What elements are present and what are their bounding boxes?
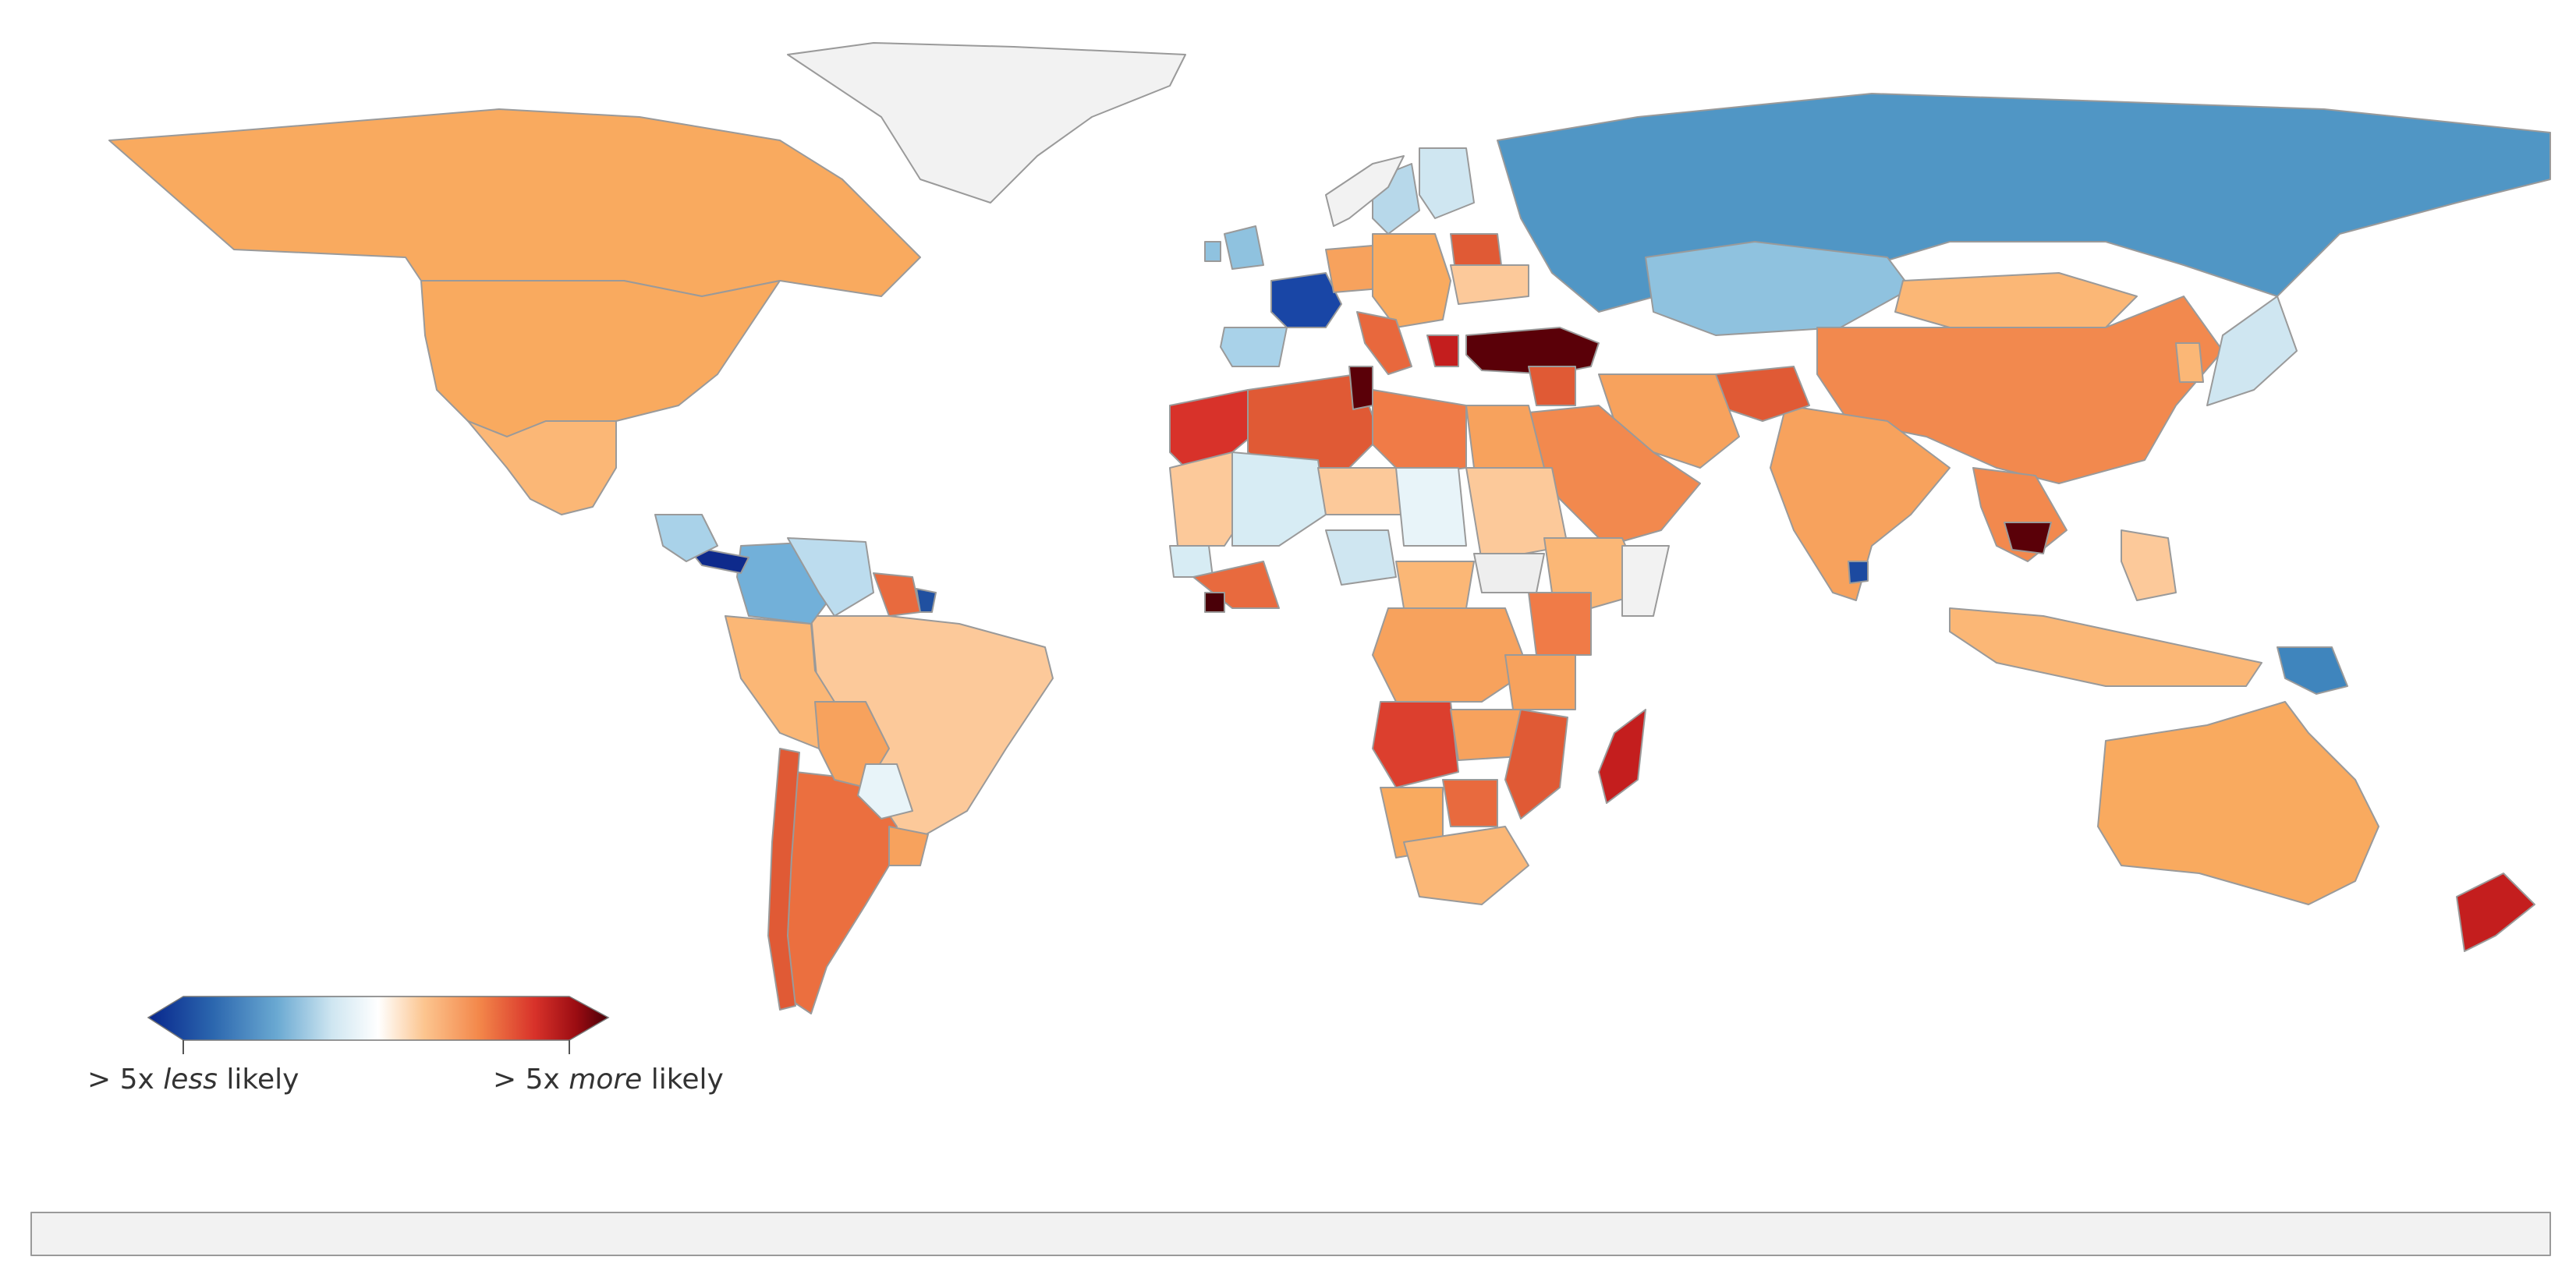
country-syria: Syria bbox=[1528, 366, 1576, 406]
country-france: France bbox=[1270, 272, 1342, 328]
country-italy: Italy bbox=[1356, 311, 1412, 375]
country-korea: Korea bbox=[2175, 342, 2204, 383]
country-canada: Canada bbox=[108, 108, 921, 297]
country-central-europe: Central Europe bbox=[1372, 233, 1451, 328]
country-sri-lanka: Sri Lanka bbox=[1848, 561, 1869, 584]
country-angola: Angola bbox=[1372, 701, 1459, 788]
country-french-guiana: French Guiana bbox=[916, 588, 937, 613]
country-nigeria: Nigeria bbox=[1325, 529, 1397, 586]
country-kenya: Kenya bbox=[1528, 592, 1592, 656]
country-greenland: Greenland bbox=[787, 42, 1186, 204]
country-united-kingdom: United Kingdom bbox=[1224, 225, 1264, 270]
country-kazakhstan: Kazakhstan bbox=[1645, 241, 1912, 336]
country-botswana: Botswana bbox=[1442, 779, 1498, 827]
country-spain: Spain bbox=[1220, 327, 1288, 367]
country-chad: Chad bbox=[1395, 467, 1467, 547]
country-japan: Japan bbox=[2206, 296, 2298, 406]
country-philippines: Philippines bbox=[2121, 529, 2177, 601]
country-zambia: Zambia bbox=[1450, 709, 1522, 761]
country-tunisia: Tunisia bbox=[1348, 366, 1373, 410]
legend-label-less: > 5x less likely bbox=[87, 1064, 299, 1096]
country-chile: Chile bbox=[767, 748, 800, 1011]
country-central-america: Central America bbox=[654, 514, 718, 562]
country-venezuela: Venezuela bbox=[787, 537, 874, 617]
country-antarctica: Antarctica bbox=[30, 1212, 2551, 1256]
country-belarus: Belarus bbox=[1450, 233, 1502, 266]
country-uruguay: Uruguay bbox=[888, 826, 929, 866]
country-sierra-leone: Sierra Leone bbox=[1204, 592, 1225, 613]
country-mozambique: Mozambique bbox=[1504, 709, 1568, 819]
country-russia: Russia bbox=[1497, 93, 2551, 313]
country-ukraine: Ukraine bbox=[1450, 264, 1529, 305]
country-niger: Niger bbox=[1317, 467, 1405, 515]
country-mexico: Mexico bbox=[467, 420, 617, 515]
country-norway: Norway bbox=[1325, 155, 1405, 227]
country-somalia: Somalia bbox=[1621, 545, 1670, 617]
country-greece: Greece bbox=[1426, 335, 1459, 367]
country-united-states: United States bbox=[420, 280, 781, 437]
legend-label-more: > 5x more likely bbox=[493, 1064, 724, 1096]
country-cambodia: Cambodia bbox=[2004, 522, 2052, 554]
country-ethiopia: Ethiopia bbox=[1543, 537, 1646, 609]
country-indonesia: Indonesia bbox=[1949, 607, 2262, 687]
country-mali: Mali bbox=[1231, 451, 1327, 547]
country-new-zealand: New Zealand bbox=[2456, 873, 2535, 952]
country-south-sudan: South Sudan bbox=[1473, 553, 1545, 593]
colorbar bbox=[147, 996, 610, 1054]
country-ireland: Ireland bbox=[1204, 241, 1221, 262]
colorbar-gradient bbox=[147, 996, 610, 1041]
country-papua-new-guinea: Papua New Guinea bbox=[2277, 646, 2348, 695]
country-central-african-republic: Central African Republic bbox=[1395, 561, 1475, 609]
country-australia: Australia bbox=[2097, 701, 2379, 905]
country-finland: Finland bbox=[1419, 147, 1475, 219]
country-south-africa: South Africa bbox=[1403, 826, 1529, 905]
country-paraguay: Paraguay bbox=[857, 763, 913, 819]
country-tanzania: Tanzania bbox=[1504, 654, 1576, 710]
country-dr-congo: DR Congo bbox=[1372, 607, 1529, 703]
country-madagascar: Madagascar bbox=[1598, 709, 1646, 804]
country-senegal: Senegal bbox=[1169, 545, 1214, 578]
